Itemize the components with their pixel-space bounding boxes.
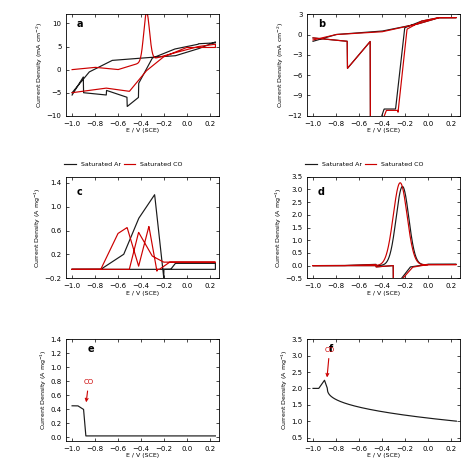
Saturated CO	[120, 227, 126, 233]
Saturated Ar	[400, 183, 405, 189]
Saturated Ar	[69, 266, 75, 272]
Saturated Ar	[362, 262, 367, 268]
Line: Saturated CO: Saturated CO	[72, 227, 215, 271]
Saturated CO	[154, 268, 160, 274]
Saturated CO	[450, 262, 456, 267]
Saturated Ar	[328, 263, 334, 268]
Saturated Ar	[120, 252, 126, 257]
Saturated CO	[310, 263, 316, 268]
Text: f: f	[328, 345, 333, 355]
Saturated CO	[199, 259, 205, 265]
Saturated CO	[362, 262, 367, 268]
Saturated CO	[391, 287, 396, 293]
Saturated Ar	[158, 266, 164, 272]
Text: d: d	[318, 187, 325, 197]
Legend: Saturated Ar, Saturated CO: Saturated Ar, Saturated CO	[62, 160, 185, 170]
Text: CO: CO	[83, 380, 94, 401]
Saturated CO	[399, 276, 405, 282]
Line: Saturated Ar: Saturated Ar	[313, 186, 456, 290]
Saturated Ar	[199, 261, 205, 266]
Y-axis label: Current Density (mA cm$^{-2}$): Current Density (mA cm$^{-2}$)	[276, 22, 286, 108]
Saturated CO	[440, 262, 446, 267]
Text: a: a	[77, 19, 83, 29]
Y-axis label: Current Density (A mg$^{-1}$): Current Density (A mg$^{-1}$)	[38, 350, 49, 430]
Saturated CO	[316, 263, 321, 268]
Y-axis label: Current Density (mA cm$^{-2}$): Current Density (mA cm$^{-2}$)	[35, 22, 45, 108]
Saturated Ar	[310, 263, 316, 268]
X-axis label: E / V (SCE): E / V (SCE)	[126, 453, 159, 458]
Saturated Ar	[161, 275, 166, 281]
Saturated Ar	[316, 263, 321, 268]
Y-axis label: Current Density (A mg$^{-1}$): Current Density (A mg$^{-1}$)	[33, 187, 43, 268]
Saturated CO	[397, 180, 403, 186]
Legend: Saturated Ar, Saturated CO: Saturated Ar, Saturated CO	[303, 160, 426, 170]
Saturated Ar	[440, 262, 446, 267]
Line: Saturated CO: Saturated CO	[313, 183, 456, 290]
Saturated CO	[158, 258, 164, 264]
Saturated CO	[69, 266, 75, 272]
Saturated Ar	[152, 192, 157, 198]
Saturated CO	[146, 224, 152, 229]
X-axis label: E / V (SCE): E / V (SCE)	[367, 453, 400, 458]
Saturated Ar	[74, 266, 80, 272]
Saturated CO	[310, 263, 316, 268]
Saturated Ar	[391, 287, 396, 292]
Text: e: e	[88, 345, 94, 355]
Saturated Ar	[399, 275, 405, 281]
Saturated CO	[87, 266, 93, 272]
X-axis label: E / V (SCE): E / V (SCE)	[126, 291, 159, 296]
Saturated CO	[74, 266, 80, 272]
Saturated Ar	[69, 266, 75, 272]
Saturated Ar	[209, 266, 215, 272]
Saturated CO	[209, 259, 215, 265]
X-axis label: E / V (SCE): E / V (SCE)	[367, 128, 400, 133]
X-axis label: E / V (SCE): E / V (SCE)	[367, 291, 400, 296]
Text: b: b	[318, 19, 325, 29]
Text: CO: CO	[325, 347, 335, 376]
X-axis label: E / V (SCE): E / V (SCE)	[126, 128, 159, 133]
Text: c: c	[77, 187, 83, 197]
Line: Saturated Ar: Saturated Ar	[72, 195, 215, 278]
Saturated Ar	[87, 266, 93, 272]
Saturated Ar	[450, 262, 456, 267]
Saturated CO	[69, 266, 75, 272]
Y-axis label: Current Density (A mg$^{-1}$): Current Density (A mg$^{-1}$)	[280, 350, 290, 430]
Saturated Ar	[310, 263, 316, 268]
Saturated CO	[328, 263, 334, 268]
Y-axis label: Current Density (A mg$^{-1}$): Current Density (A mg$^{-1}$)	[274, 187, 284, 268]
